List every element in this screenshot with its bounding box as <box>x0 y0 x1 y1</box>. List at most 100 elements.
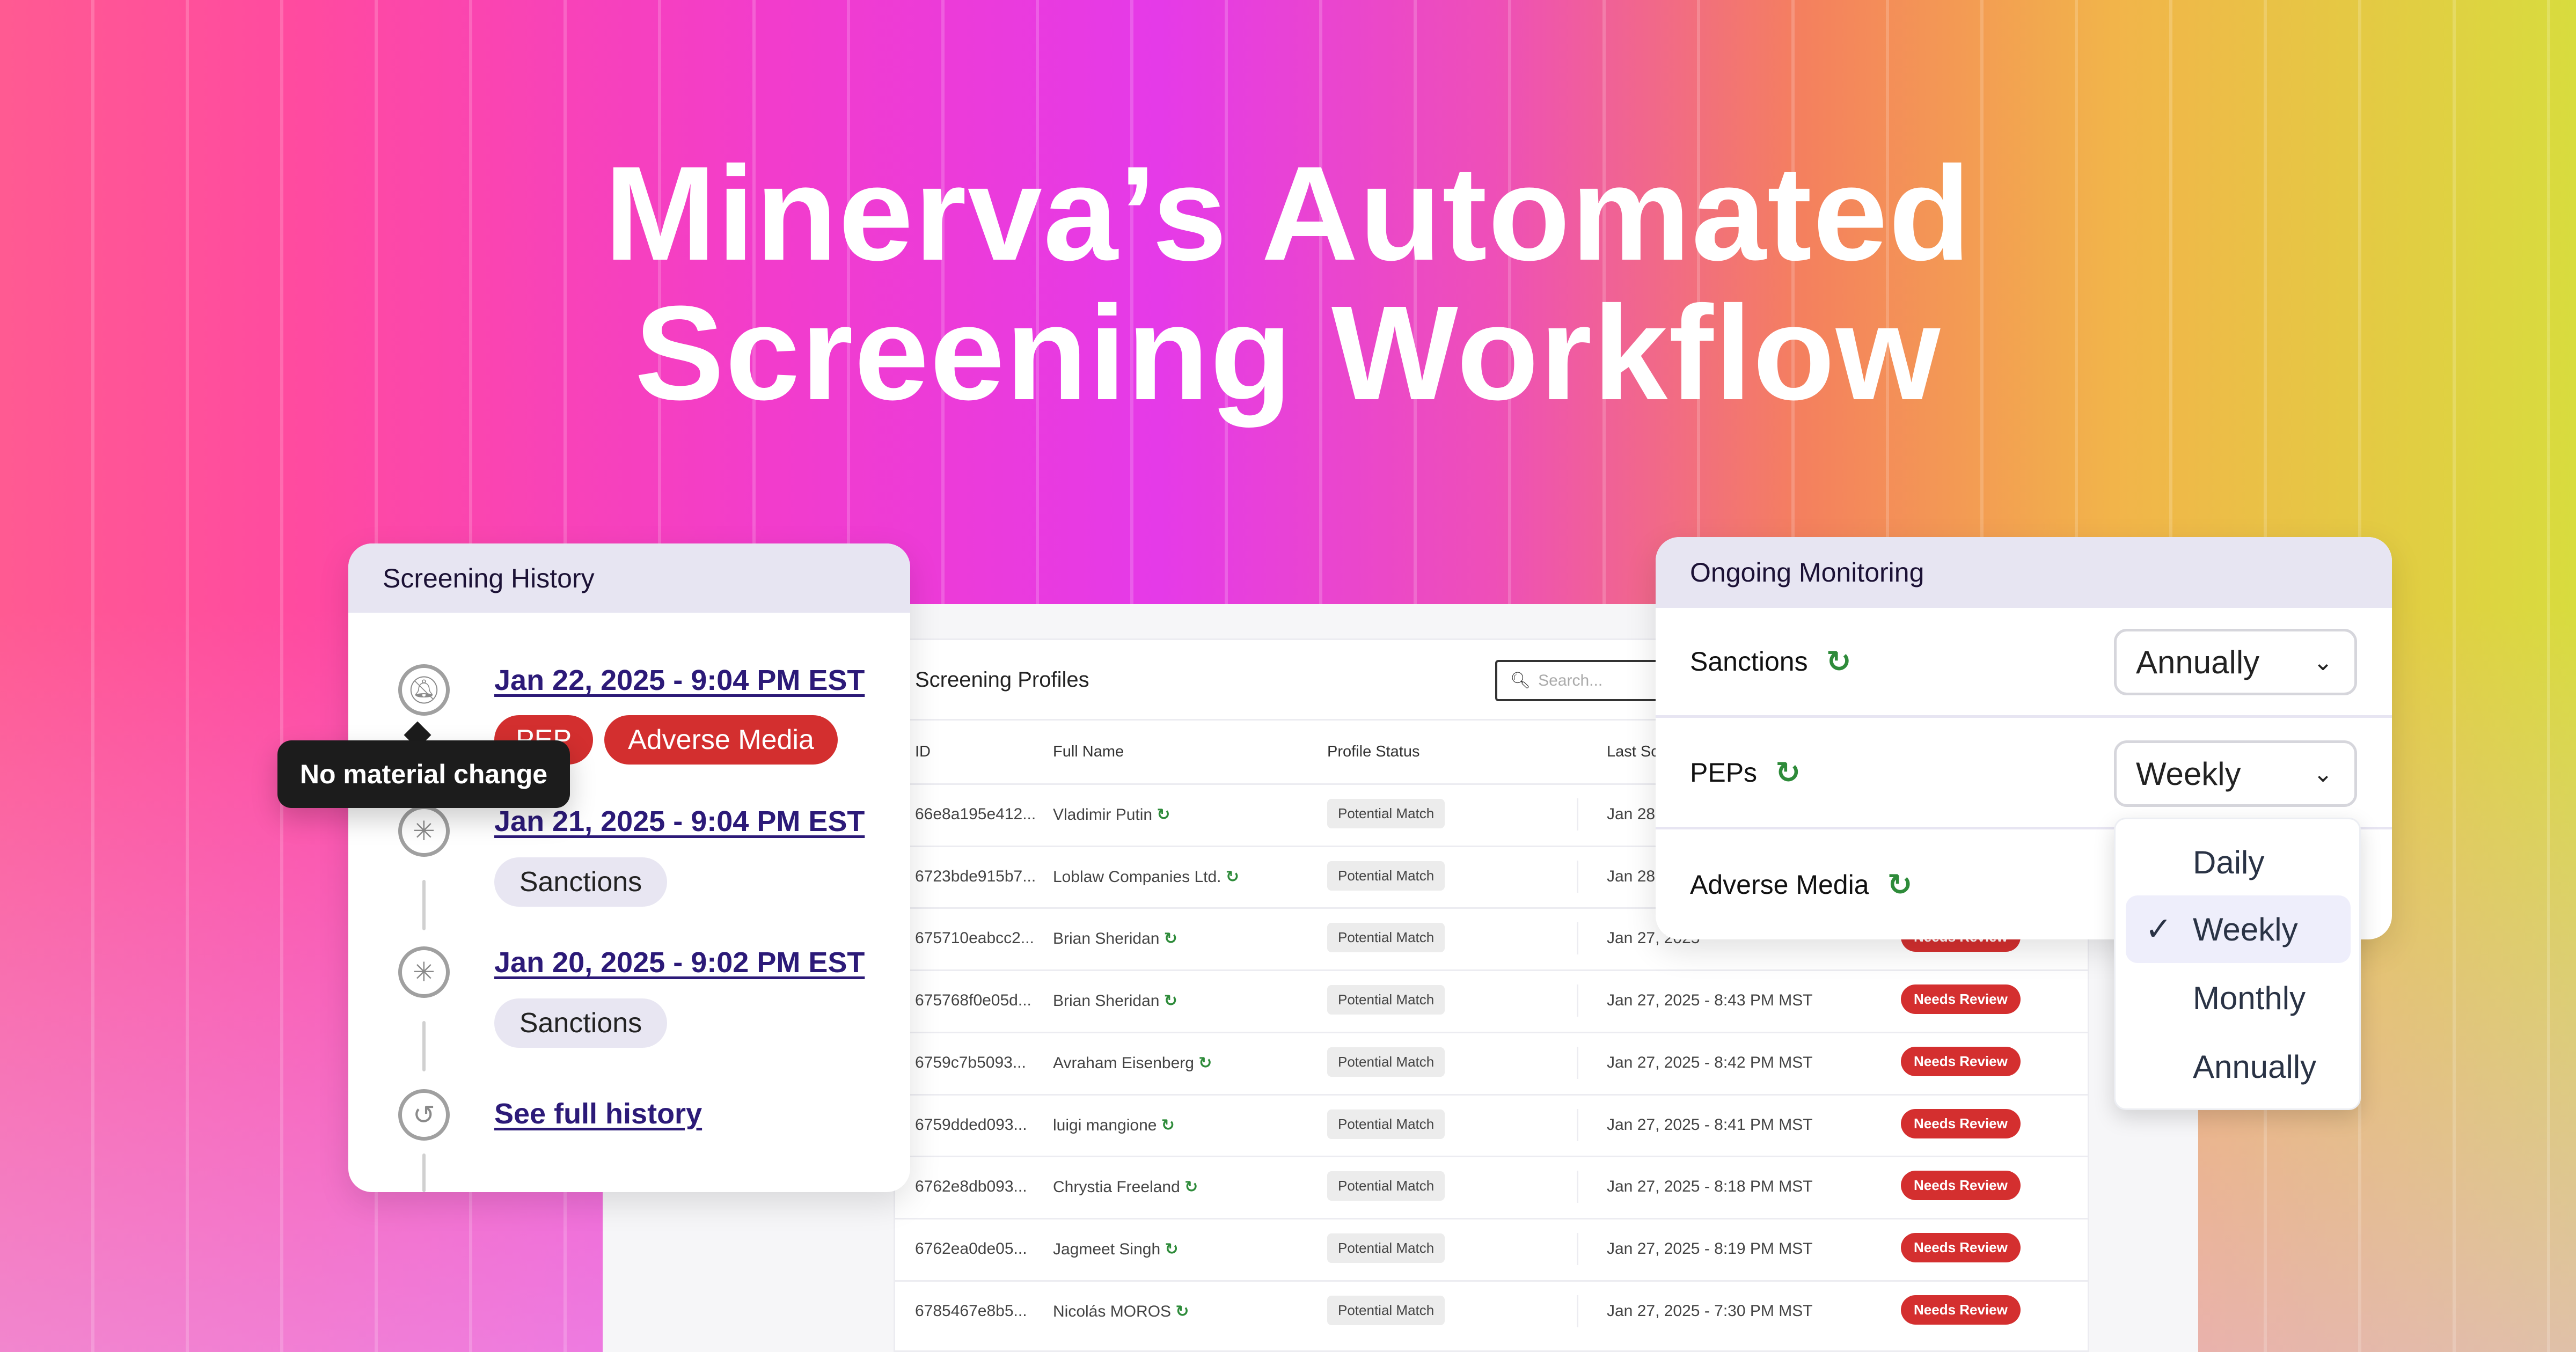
select-value: Annually <box>2136 644 2260 680</box>
cell-divider <box>1577 1232 1578 1265</box>
monitor-row-sanctions: Sanctions ↻ <box>1656 608 2392 718</box>
row-divider <box>894 845 2089 847</box>
needs-review-badge: Needs Review <box>1901 1295 2021 1325</box>
profile-id[interactable]: 6759c7b5093... <box>915 1053 1026 1071</box>
row-divider <box>894 969 2089 972</box>
headline-line-1: Minerva’s Automated <box>604 138 1972 288</box>
last-screened: Jan 28 <box>1607 805 1656 823</box>
profile-id[interactable]: 6759dded093... <box>915 1115 1027 1134</box>
cell-divider <box>1577 1108 1578 1141</box>
row-divider <box>894 907 2089 909</box>
option-monthly[interactable]: Monthly <box>2193 980 2306 1016</box>
sync-icon: ↻ <box>1221 868 1240 886</box>
sync-icon: ↻ <box>1887 867 1913 901</box>
option-annually[interactable]: Annually <box>2193 1048 2317 1085</box>
history-entry-date-link[interactable]: Jan 22, 2025 - 9:04 PM EST <box>494 664 865 696</box>
bell-off-icon: 🔕︎ <box>398 664 450 716</box>
cell-divider <box>1577 922 1578 955</box>
profile-name-text: Jagmeet Singh <box>1053 1240 1161 1258</box>
sync-icon: ↻ <box>1157 1116 1175 1134</box>
ongoing-monitoring-header: Ongoing Monitoring <box>1656 537 2392 608</box>
profile-name[interactable]: Jagmeet Singh ↻ <box>1053 1240 1179 1259</box>
monitor-row-peps: PEPs ↻ <box>1656 718 2392 829</box>
profile-id[interactable]: 6723bde915b7... <box>915 867 1036 885</box>
cell-divider <box>1577 984 1578 1017</box>
status-badge: Potential Match <box>1327 985 1445 1015</box>
option-daily[interactable]: Daily <box>2193 844 2265 880</box>
cell-divider <box>1577 798 1578 831</box>
option-label: Weekly <box>2193 911 2298 947</box>
profile-id[interactable]: 6785467e8b5... <box>915 1302 1027 1320</box>
profile-name[interactable]: Vladimir Putin ↻ <box>1053 805 1170 824</box>
profile-name-text: Loblaw Companies Ltd. <box>1053 868 1221 886</box>
loader-icon: ✳ <box>398 805 450 857</box>
option-weekly[interactable]: ✓ Weekly <box>2126 895 2351 963</box>
status-badge: Potential Match <box>1327 1295 1445 1325</box>
row-divider <box>894 1217 2089 1219</box>
history-entry-date-link[interactable]: Jan 20, 2025 - 9:02 PM EST <box>494 946 865 979</box>
needs-review-badge: Needs Review <box>1901 984 2021 1015</box>
chevron-down-icon: ⌄ <box>2313 649 2333 675</box>
profile-name[interactable]: Nicolás MOROS ↻ <box>1053 1302 1189 1321</box>
column-header-id[interactable]: ID <box>915 743 931 760</box>
profile-name[interactable]: Chrystia Freeland ↻ <box>1053 1178 1198 1196</box>
row-divider <box>894 1280 2089 1282</box>
profile-name-text: Brian Sheridan <box>1053 992 1160 1010</box>
search-placeholder: Search... <box>1538 671 1603 689</box>
status-badge: Potential Match <box>1327 1233 1445 1263</box>
headline-line-2: Screening Workflow <box>634 278 1942 428</box>
profile-id[interactable]: 6762e8db093... <box>915 1178 1027 1196</box>
ongoing-monitoring-card: Ongoing Monitoring Sanctions ↻ PEPs ↻ Adve… <box>1656 537 2392 939</box>
cell-divider <box>1577 860 1578 893</box>
status-badge: Potential Match <box>1327 1171 1445 1201</box>
column-header-name[interactable]: Full Name <box>1053 743 1124 760</box>
see-full-history-link[interactable]: See full history <box>494 1098 702 1130</box>
last-screened: Jan 27, 2025 - 7:30 PM MST <box>1607 1302 1813 1320</box>
loader-icon: ✳ <box>398 946 450 998</box>
status-badge: Potential Match <box>1327 1109 1445 1139</box>
status-badge: Potential Match <box>1327 1047 1445 1077</box>
frequency-dropdown-menu: Daily ✓ Weekly Monthly Annually <box>2114 818 2361 1110</box>
screening-history-card: Screening History <box>348 543 910 1192</box>
tooltip: No material change <box>277 740 570 808</box>
profile-id[interactable]: 66e8a195e412... <box>915 805 1036 823</box>
sync-icon: ↻ <box>1159 992 1177 1010</box>
needs-review-badge: Needs Review <box>1901 1232 2021 1262</box>
column-header-status[interactable]: Profile Status <box>1327 743 1420 760</box>
divider <box>894 719 2089 721</box>
profile-name[interactable]: Loblaw Companies Ltd. ↻ <box>1053 868 1239 886</box>
monitor-label: PEPs <box>1690 757 1758 788</box>
tag-sanctions: Sanctions <box>494 857 667 907</box>
peps-frequency-select[interactable]: Weekly ⌄ <box>2114 740 2357 807</box>
profile-id[interactable]: 675768f0e05d... <box>915 991 1031 1010</box>
sync-icon: ↻ <box>1775 755 1801 789</box>
status-badge: Potential Match <box>1327 923 1445 953</box>
sync-icon: ↻ <box>1152 806 1170 824</box>
tag-sanctions: Sanctions <box>494 998 667 1048</box>
row-divider <box>894 1156 2089 1158</box>
status-badge: Potential Match <box>1327 861 1445 891</box>
profile-id[interactable]: 675710eabcc2... <box>915 929 1034 947</box>
profile-name[interactable]: Avraham Eisenberg ↻ <box>1053 1054 1212 1072</box>
monitor-label: Sanctions <box>1690 646 1808 677</box>
check-icon: ✓ <box>2145 911 2172 947</box>
profiles-title: Screening Profiles <box>915 668 1089 692</box>
profile-name[interactable]: Brian Sheridan ↻ <box>1053 929 1177 948</box>
last-screened: Jan 27, 2025 - 8:41 PM MST <box>1607 1115 1813 1134</box>
sync-icon: ↻ <box>1159 930 1177 948</box>
sync-icon: ↻ <box>1171 1302 1189 1320</box>
profile-name-text: Nicolás MOROS <box>1053 1302 1172 1320</box>
profile-id[interactable]: 6762ea0de05... <box>915 1239 1027 1258</box>
profile-name-text: Chrystia Freeland <box>1053 1178 1180 1196</box>
profile-name[interactable]: luigi mangione ↻ <box>1053 1116 1175 1135</box>
timeline-line <box>422 1021 426 1071</box>
sanctions-frequency-select[interactable]: Annually ⌄ <box>2114 629 2357 695</box>
column-header-last-screened[interactable]: Last Sc <box>1607 743 1659 760</box>
screening-history-header: Screening History <box>348 543 910 613</box>
sync-icon: ↻ <box>1194 1054 1212 1072</box>
row-divider <box>894 1031 2089 1033</box>
history-icon: ↺ <box>398 1089 450 1141</box>
sync-icon: ↻ <box>1160 1240 1179 1258</box>
history-entry-date-link[interactable]: Jan 21, 2025 - 9:04 PM EST <box>494 805 865 837</box>
profile-name[interactable]: Brian Sheridan ↻ <box>1053 991 1177 1010</box>
